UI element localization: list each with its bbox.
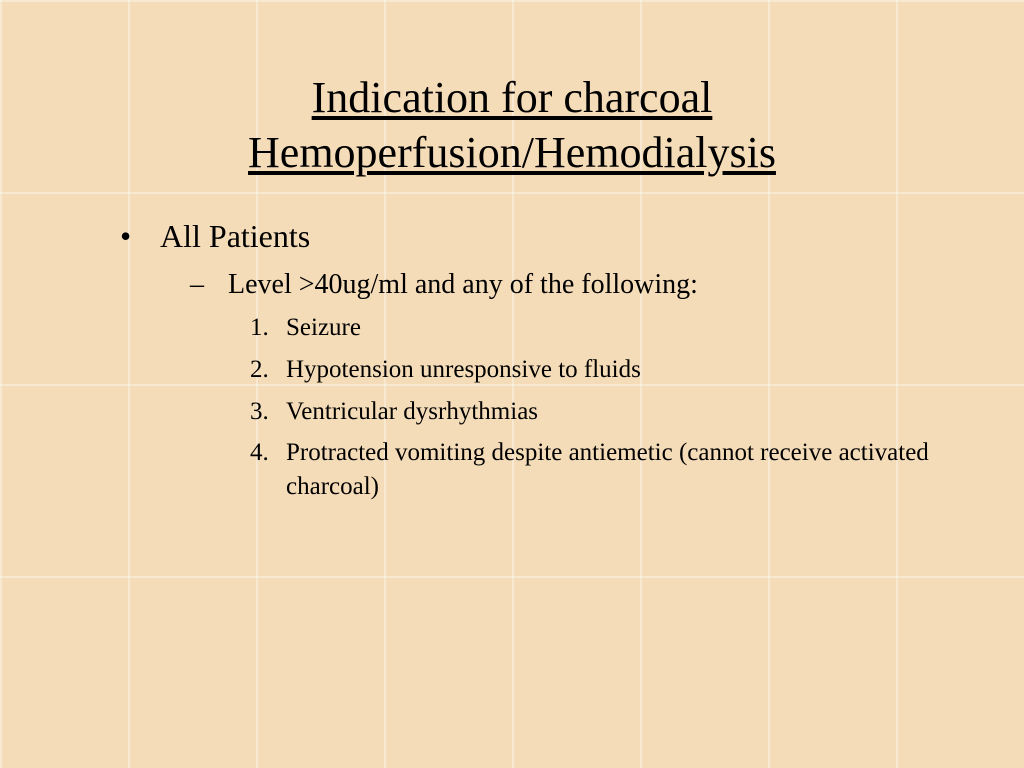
bullet-list-level1: All Patients Level >40ug/ml and any of t… <box>60 218 964 504</box>
list-item: Protracted vomiting despite antiemetic (… <box>250 436 964 504</box>
list-item: Seizure <box>250 311 964 345</box>
list-item: Ventricular dysrhythmias <box>250 395 964 429</box>
list-item: Level >40ug/ml and any of the following:… <box>190 269 964 504</box>
bullet-text: Hypotension unresponsive to fluids <box>286 356 641 383</box>
bullet-list-level3: Seizure Hypotension unresponsive to flui… <box>228 311 964 504</box>
bullet-text: Seizure <box>286 314 361 341</box>
slide-title: Indication for charcoal Hemoperfusion/He… <box>60 70 964 180</box>
bullet-text: Level >40ug/ml and any of the following: <box>228 269 698 300</box>
bullet-text: All Patients <box>160 218 310 254</box>
list-item: All Patients Level >40ug/ml and any of t… <box>120 218 964 504</box>
list-item: Hypotension unresponsive to fluids <box>250 353 964 387</box>
bullet-text: Protracted vomiting despite antiemetic (… <box>286 439 929 500</box>
bullet-list-level2: Level >40ug/ml and any of the following:… <box>160 269 964 504</box>
slide-container: Indication for charcoal Hemoperfusion/He… <box>0 0 1024 768</box>
bullet-text: Ventricular dysrhythmias <box>286 398 538 425</box>
